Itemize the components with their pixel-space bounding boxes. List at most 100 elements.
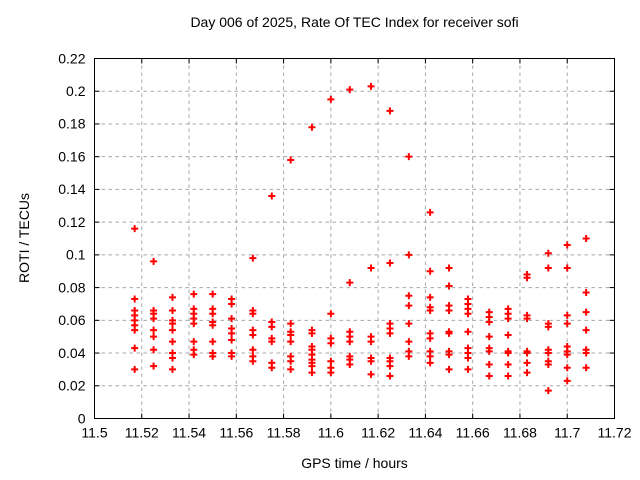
y-tick-label: 0.02 [58,378,85,394]
data-point-marker [367,338,375,346]
data-point-marker [268,338,276,346]
data-point-marker [485,347,493,355]
data-point-marker [287,156,295,164]
data-point-marker [131,225,139,233]
data-point-marker [405,251,413,259]
y-tick-label: 0.22 [58,50,85,66]
data-point-marker [228,300,236,308]
data-point-marker [386,259,394,267]
data-point-marker [228,352,236,360]
data-point-marker [190,290,198,298]
x-tick-label: 11.7 [554,425,580,441]
data-point-marker [563,364,571,372]
data-point-marker [209,352,217,360]
data-point-marker [544,361,552,368]
data-point-marker [169,326,176,334]
data-point-marker [504,372,512,380]
data-point-marker [346,361,354,368]
data-point-marker [249,331,257,339]
data-point-marker [190,338,198,346]
data-point-marker [327,310,335,318]
y-tick-label: 0 [78,410,86,426]
data-point-marker [405,352,413,360]
data-point-marker [485,318,493,326]
data-point-marker [445,307,453,314]
data-point-marker [563,311,571,319]
data-point-marker [405,320,413,328]
data-point-marker [150,346,158,354]
data-point-marker [386,107,394,115]
x-axis-label: GPS time / hours [301,455,408,471]
data-point-marker [445,365,453,373]
data-point-marker [131,295,139,303]
data-point-marker [544,323,552,331]
data-point-marker [426,334,434,342]
data-point-marker [523,274,531,282]
data-point-marker [426,352,434,360]
data-point-marker [367,264,375,272]
data-point-marker [582,289,590,296]
data-point-marker [464,365,472,373]
data-point-marker [386,372,394,380]
data-point-marker [464,328,472,336]
y-tick-label: 0.08 [58,279,85,295]
data-point-marker [563,351,571,359]
data-point-marker [405,292,413,300]
data-point-marker [209,290,217,298]
data-point-marker [367,357,375,365]
data-point-marker [426,307,434,314]
data-point-marker [367,370,375,378]
data-point-marker [544,264,552,272]
data-point-marker [485,361,493,368]
y-tick-label: 0.12 [58,214,85,230]
data-point-marker [228,315,236,323]
data-point-marker [445,329,453,337]
data-point-marker [131,365,139,373]
y-tick-label: 0.04 [58,345,85,361]
x-tick-label: 11.58 [267,425,301,441]
data-point-marker [150,257,158,265]
data-point-marker [523,369,531,377]
data-point-marker [228,329,236,337]
data-point-marker [327,357,335,365]
data-point-marker [249,310,257,318]
data-point-marker [228,336,236,344]
data-point-marker [268,323,276,331]
data-point-marker [426,208,434,216]
x-tick-label: 11.5 [81,425,107,441]
data-point-marker [287,338,295,346]
data-point-marker [464,354,472,362]
data-point-marker [327,95,335,103]
data-point-marker [464,310,472,318]
data-point-marker [544,387,552,395]
x-tick-label: 11.66 [456,425,490,441]
data-point-marker [563,320,571,328]
data-point-marker [367,82,375,90]
data-point-marker [150,326,158,334]
data-point-marker [190,320,198,328]
x-tick-label: 11.62 [361,425,395,441]
data-point-marker [287,331,295,339]
data-point-marker [544,349,552,357]
y-tick-label: 0.06 [58,312,85,328]
data-point-marker [308,369,316,377]
data-point-marker [169,293,176,301]
data-point-marker [327,339,335,347]
data-point-marker [523,315,531,323]
data-point-marker [386,329,394,337]
data-point-marker [504,331,512,339]
data-point-marker [150,315,158,323]
data-point-marker [563,241,571,249]
y-tick-label: 0.2 [66,83,86,99]
data-point-marker [209,321,217,329]
plot-border [94,58,615,419]
data-point-marker [544,249,552,257]
data-point-marker [485,333,493,341]
data-point-marker [308,362,316,370]
data-point-marker [582,308,590,316]
y-tick-label: 0.18 [58,116,85,132]
data-point-marker [445,351,453,359]
data-point-marker [405,338,413,346]
y-tick-label: 0.16 [58,148,85,164]
